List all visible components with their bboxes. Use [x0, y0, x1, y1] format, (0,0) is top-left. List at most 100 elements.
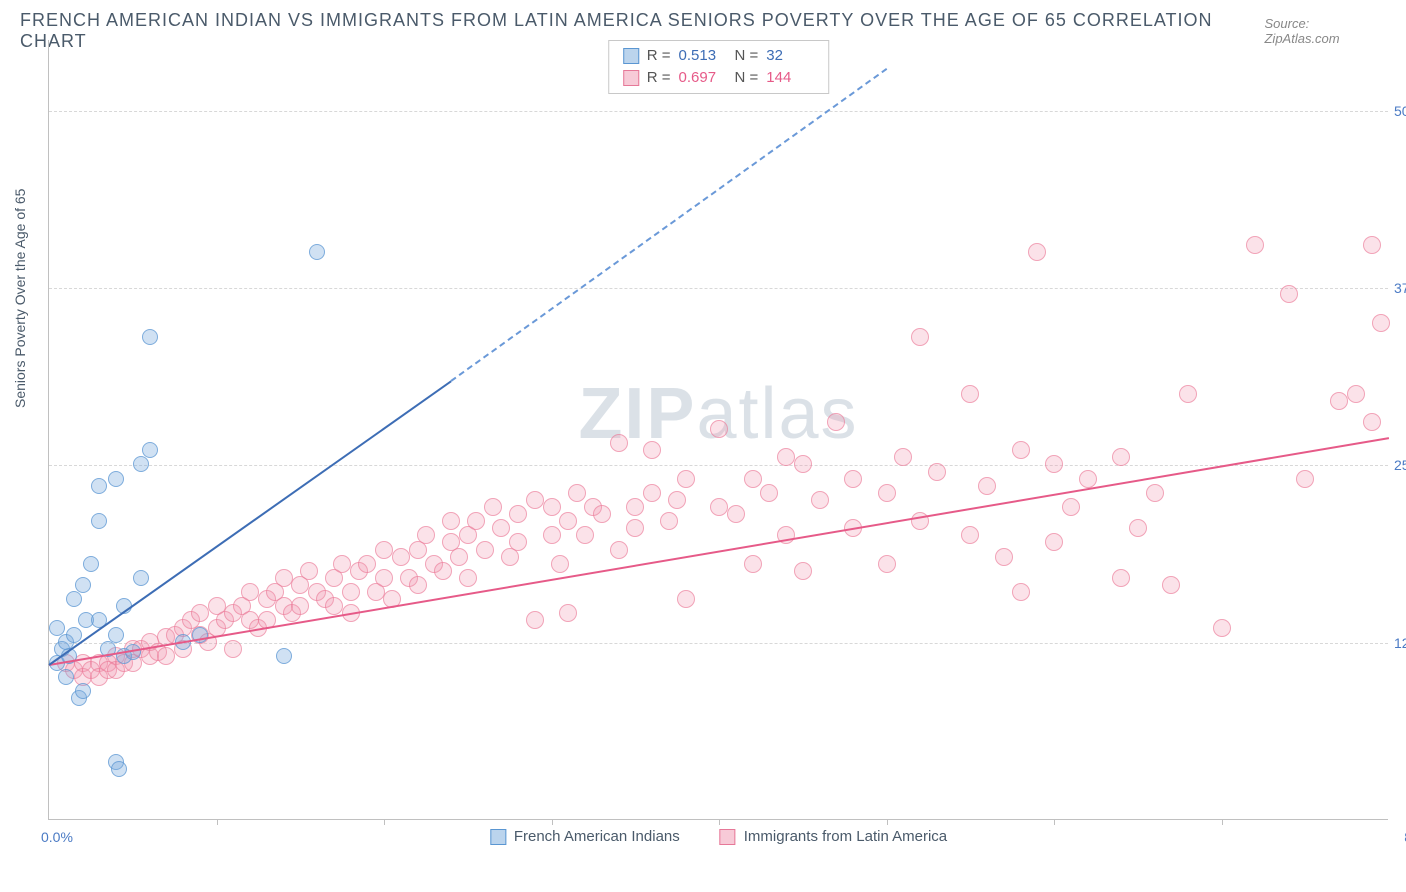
data-point — [375, 569, 393, 587]
legend-item-blue: French American Indians — [490, 828, 680, 845]
data-point — [1129, 519, 1147, 537]
data-point — [142, 329, 158, 345]
n-value-blue: 32 — [766, 45, 814, 67]
data-point — [1028, 243, 1046, 261]
data-point — [894, 448, 912, 466]
y-tick-label: 50.0% — [1394, 103, 1406, 119]
stats-row-pink: R = 0.697 N = 144 — [623, 67, 815, 89]
data-point — [744, 555, 762, 573]
data-point — [1213, 619, 1231, 637]
data-point — [75, 577, 91, 593]
gridline-h — [49, 111, 1388, 112]
data-point — [643, 441, 661, 459]
data-point — [643, 484, 661, 502]
data-point — [1012, 583, 1030, 601]
data-point — [1112, 569, 1130, 587]
data-point — [961, 526, 979, 544]
data-point — [760, 484, 778, 502]
scatter-chart: ZIPatlas R = 0.513 N = 32 R = 0.697 N = … — [48, 40, 1388, 820]
x-tick-label: 0.0% — [41, 829, 73, 845]
data-point — [442, 512, 460, 530]
swatch-pink-icon — [623, 70, 639, 86]
data-point — [484, 498, 502, 516]
stats-legend: R = 0.513 N = 32 R = 0.697 N = 144 — [608, 40, 830, 94]
data-point — [559, 512, 577, 530]
data-point — [878, 555, 896, 573]
bottom-legend: French American Indians Immigrants from … — [490, 828, 947, 845]
data-point — [358, 555, 376, 573]
data-point — [1246, 236, 1264, 254]
y-axis-label: Seniors Poverty Over the Age of 65 — [12, 189, 28, 408]
data-point — [911, 328, 929, 346]
data-point — [309, 244, 325, 260]
data-point — [568, 484, 586, 502]
swatch-pink-icon — [720, 829, 736, 845]
data-point — [1347, 385, 1365, 403]
data-point — [276, 648, 292, 664]
data-point — [417, 526, 435, 544]
data-point — [727, 505, 745, 523]
data-point — [91, 513, 107, 529]
trend-line — [49, 437, 1389, 666]
data-point — [1012, 441, 1030, 459]
x-tick — [887, 819, 888, 825]
data-point — [467, 512, 485, 530]
x-tick — [217, 819, 218, 825]
data-point — [1372, 314, 1390, 332]
legend-item-pink: Immigrants from Latin America — [720, 828, 947, 845]
data-point — [526, 611, 544, 629]
data-point — [325, 597, 343, 615]
data-point — [677, 590, 695, 608]
data-point — [995, 548, 1013, 566]
data-point — [241, 583, 259, 601]
trend-line — [450, 69, 887, 383]
data-point — [1045, 533, 1063, 551]
data-point — [58, 669, 74, 685]
x-tick — [1222, 819, 1223, 825]
data-point — [593, 505, 611, 523]
data-point — [375, 541, 393, 559]
data-point — [794, 562, 812, 580]
data-point — [392, 548, 410, 566]
r-value-blue: 0.513 — [679, 45, 727, 67]
data-point — [961, 385, 979, 403]
data-point — [777, 448, 795, 466]
data-point — [660, 512, 678, 530]
data-point — [551, 555, 569, 573]
swatch-blue-icon — [623, 48, 639, 64]
data-point — [576, 526, 594, 544]
data-point — [1162, 576, 1180, 594]
data-point — [1079, 470, 1097, 488]
data-point — [191, 604, 209, 622]
data-point — [133, 570, 149, 586]
data-point — [509, 533, 527, 551]
data-point — [300, 562, 318, 580]
data-point — [91, 478, 107, 494]
data-point — [275, 569, 293, 587]
data-point — [1112, 448, 1130, 466]
n-label: N = — [735, 67, 759, 89]
data-point — [744, 470, 762, 488]
data-point — [108, 471, 124, 487]
data-point — [157, 647, 175, 665]
x-tick — [552, 819, 553, 825]
data-point — [224, 640, 242, 658]
y-tick-label: 25.0% — [1394, 457, 1406, 473]
data-point — [66, 627, 82, 643]
data-point — [1045, 455, 1063, 473]
data-point — [559, 604, 577, 622]
r-value-pink: 0.697 — [679, 67, 727, 89]
legend-label-blue: French American Indians — [514, 828, 680, 845]
data-point — [409, 576, 427, 594]
data-point — [626, 519, 644, 537]
data-point — [66, 591, 82, 607]
data-point — [710, 420, 728, 438]
x-tick — [719, 819, 720, 825]
y-tick-label: 12.5% — [1394, 635, 1406, 651]
data-point — [1363, 413, 1381, 431]
data-point — [1179, 385, 1197, 403]
x-tick — [384, 819, 385, 825]
gridline-h — [49, 465, 1388, 466]
data-point — [459, 569, 477, 587]
data-point — [626, 498, 644, 516]
